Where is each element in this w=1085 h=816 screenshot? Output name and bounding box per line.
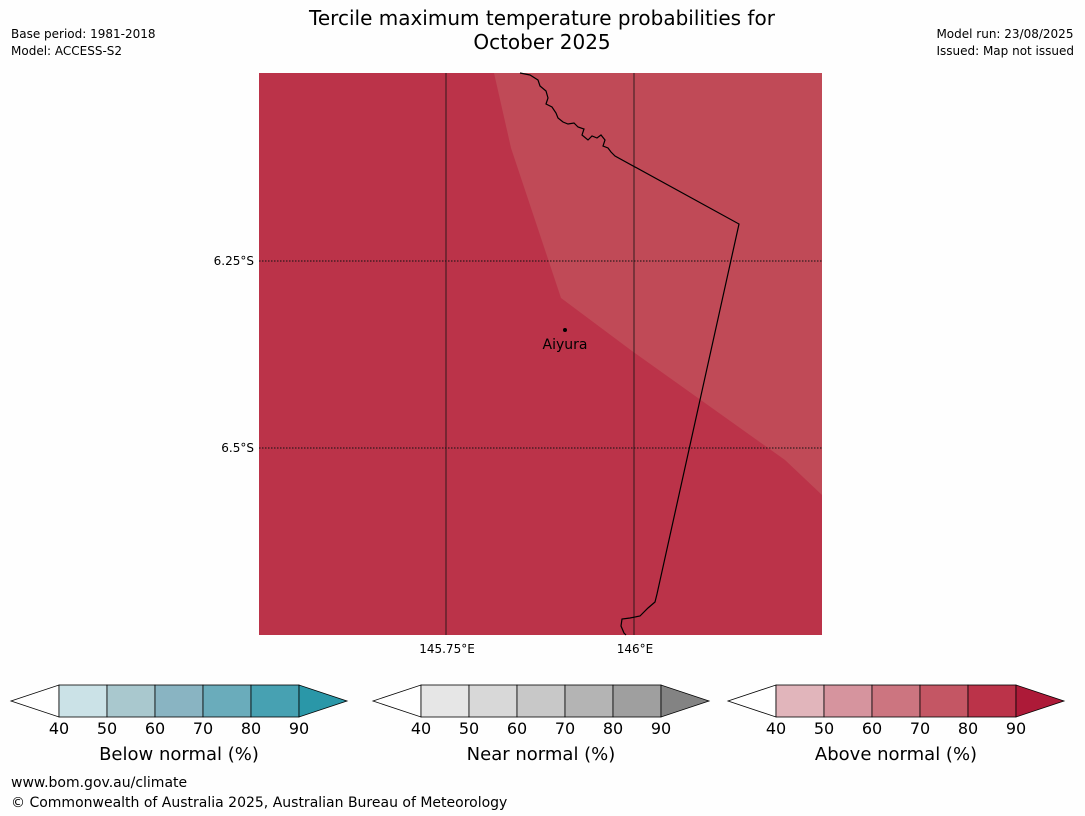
colorbar-above-label: Above normal (%) — [814, 744, 978, 765]
colorbar-above-tick: 90 — [1005, 719, 1027, 738]
colorbar-below-tick: 60 — [144, 719, 166, 738]
footer-url: www.bom.gov.au/climate — [11, 775, 188, 791]
colorbar-above-tick: 40 — [765, 719, 787, 738]
colorbar-below-segment — [154, 684, 204, 718]
aiyura-marker — [563, 328, 567, 332]
colorbar-near-tick: 80 — [602, 719, 624, 738]
base-period-text: Base period: 1981-2018 — [11, 27, 156, 41]
colorbar-above-tick: 80 — [957, 719, 979, 738]
colorbar-near-segment — [420, 684, 470, 718]
map-title: Tercile maximum temperature probabilitie… — [242, 6, 842, 54]
footer-copyright: © Commonwealth of Australia 2025, Austra… — [11, 795, 508, 811]
lat-label-6-5: 6.5°S — [221, 441, 254, 455]
colorbar-below-high-extend — [298, 684, 349, 718]
colorbar-below-tick: 80 — [240, 719, 262, 738]
title-line-2: October 2025 — [473, 30, 611, 54]
colorbar-above-segment — [775, 684, 825, 718]
colorbar-near-tick: 90 — [650, 719, 672, 738]
colorbar-below-segment — [250, 684, 300, 718]
colorbar-near-tick: 70 — [554, 719, 576, 738]
colorbar-near-segment — [564, 684, 614, 718]
colorbar-near-tick: 40 — [410, 719, 432, 738]
colorbar-near-tick: 60 — [506, 719, 528, 738]
province-border — [519, 72, 740, 636]
colorbar-near-segment — [612, 684, 662, 718]
lon-label-145-75: 145.75°E — [419, 642, 475, 656]
lat-label-6-25: 6.25°S — [213, 254, 254, 268]
title-line-1: Tercile maximum temperature probabilitie… — [309, 6, 775, 30]
colorbar-near-tick: 50 — [458, 719, 480, 738]
lighter-probability-region — [494, 73, 822, 495]
colorbar-below-label: Below normal (%) — [99, 744, 259, 765]
colorbar-above-tick: 50 — [813, 719, 835, 738]
colorbar-above-segment — [919, 684, 969, 718]
colorbar-below-segment — [202, 684, 252, 718]
colorbar-above-tick: 70 — [909, 719, 931, 738]
model-run-text: Model run: 23/08/2025 — [936, 27, 1074, 41]
model-text: Model: ACCESS-S2 — [11, 44, 123, 58]
colorbar-below-segment — [106, 684, 156, 718]
colorbar-above-segment — [823, 684, 873, 718]
colorbar-below-tick: 90 — [288, 719, 310, 738]
colorbar-near-label: Near normal (%) — [466, 744, 616, 765]
colorbar-near-segment — [468, 684, 518, 718]
colorbar-below-tick: 40 — [48, 719, 70, 738]
meta-right: Model run: 23/08/2025 Issued: Map not is… — [936, 26, 1074, 60]
colorbar-above-low-extend — [726, 684, 777, 718]
issued-text: Issued: Map not issued — [936, 44, 1074, 58]
colorbar-above-segment — [871, 684, 921, 718]
colorbar-below-tick: 50 — [96, 719, 118, 738]
meta-left: Base period: 1981-2018 Model: ACCESS-S2 — [11, 26, 156, 60]
colorbar-below-tick: 70 — [192, 719, 214, 738]
lon-label-146: 146°E — [616, 642, 654, 656]
colorbar-above-high-extend — [1015, 684, 1066, 718]
place-label-aiyura: Aiyura — [542, 337, 588, 353]
colorbar-above-tick: 60 — [861, 719, 883, 738]
colorbar-near-segment — [516, 684, 566, 718]
colorbar-near-high-extend — [660, 684, 711, 718]
colorbar-below-segment — [58, 684, 108, 718]
colorbar-above-segment — [967, 684, 1017, 718]
